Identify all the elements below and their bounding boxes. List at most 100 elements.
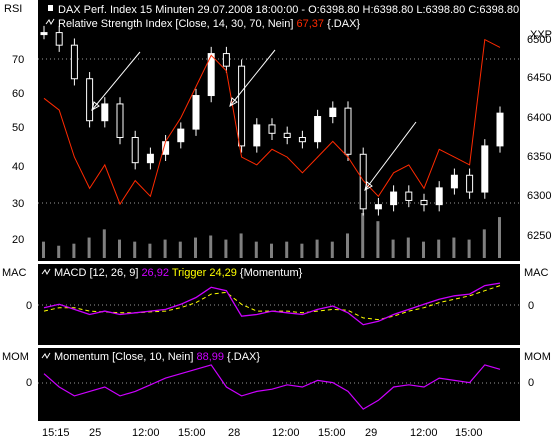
candle (450, 174, 458, 189)
candle (222, 53, 230, 67)
macd-zero-tick-left: 0 (26, 300, 32, 312)
volume-bar (87, 237, 91, 258)
momentum-header-label: Momentum [Close, 10, Nein] (54, 351, 196, 363)
volume-bar (270, 243, 273, 258)
annotation-arrows (91, 49, 417, 192)
volume-bar (406, 237, 410, 258)
rsi-axis-title: RSI (4, 3, 22, 15)
rsi-header-label: Relative Strength Index [Close, 14, 30, … (58, 18, 296, 30)
volume-bar (498, 217, 501, 258)
momentum-header-suffix: {.DAX} (224, 351, 260, 363)
price-header: DAX Perf. Index 15 Minuten 29.07.2008 18… (48, 4, 519, 16)
volume-bar (422, 241, 425, 258)
volume-bar (57, 245, 61, 258)
candle (298, 137, 306, 143)
momentum-header: Momentum [Close, 10, Nein] 88,99 {.DAX} (41, 351, 260, 363)
momentum-panel[interactable] (38, 348, 520, 421)
trigger-header-label: Trigger (169, 267, 209, 279)
rsi-header-text: Relative Strength Index [Close, 14, 30, … (58, 18, 360, 30)
volume-bar (330, 241, 334, 258)
volume-bar (437, 239, 441, 258)
volume-bar (376, 221, 380, 258)
candle (192, 95, 200, 130)
x-tick-label: 15:15 (42, 427, 70, 439)
macd-header: MACD [12, 26, 9] 26,92 Trigger 24,29 {Mo… (41, 267, 303, 279)
price-panel[interactable] (38, 0, 520, 261)
rsi-tick-label: 60 (12, 88, 24, 100)
volume-bar (452, 237, 456, 258)
candle (405, 191, 413, 201)
macd-header-value: 26,92 (141, 267, 169, 279)
price-tick-label: 6250 (527, 230, 551, 242)
volume-bar (254, 241, 258, 258)
macd-header-text: MACD [12, 26, 9] 26,92 Trigger 24,29 {Mo… (54, 267, 303, 279)
x-tick-label: 29 (365, 427, 377, 439)
candle (86, 78, 94, 122)
price-candles (40, 25, 504, 216)
volume-bar (148, 243, 152, 258)
price-axis-title: XXP (530, 29, 552, 41)
macd-axis-title-left: MAC (2, 267, 27, 279)
volume-bar (42, 241, 45, 258)
volume-bar (209, 235, 213, 258)
volume-bar (300, 243, 304, 258)
price-tick-label: 6500 (527, 34, 551, 46)
rsi-header-suffix: {.DAX} (324, 18, 360, 30)
x-axis: 15:15 25 12:00 15:00 28 12:00 15:00 29 1… (42, 427, 483, 439)
macd-header-suffix: {Momentum} (237, 267, 303, 279)
line-icon (45, 18, 55, 26)
volume-bars (42, 213, 501, 258)
candle (177, 128, 185, 143)
candle (268, 124, 276, 134)
macd-zero-tick-right: 0 (528, 300, 534, 312)
volume-bar (346, 233, 349, 258)
volume-bar (224, 239, 228, 258)
candle (390, 191, 398, 206)
candle (374, 204, 382, 210)
x-tick-label: 15:00 (455, 427, 483, 439)
macd-line (43, 282, 501, 326)
x-tick-label: 15:00 (318, 427, 346, 439)
volume-bar (467, 239, 471, 258)
candle (207, 53, 215, 97)
candle (116, 103, 124, 139)
candle (314, 116, 322, 143)
arrow-icon (91, 51, 141, 112)
candle (131, 137, 139, 164)
volume-bar (178, 241, 182, 258)
volume-bar (391, 239, 395, 258)
volume-bar (482, 229, 486, 258)
candle (496, 112, 504, 147)
momentum-zero-tick-right: 0 (528, 377, 534, 389)
momentum-header-text: Momentum [Close, 10, Nein] 88,99 {.DAX} (54, 351, 260, 363)
candle (420, 199, 428, 206)
volume-bar (315, 239, 319, 258)
rsi-tick-label: 20 (12, 234, 24, 246)
price-ticks: 6500 6450 6400 6350 6300 6250 (527, 34, 551, 242)
momentum-axis-title-left: MOM (2, 351, 29, 363)
x-tick-label: 25 (89, 427, 101, 439)
rsi-tick-label: 40 (12, 161, 24, 173)
candle (70, 44, 78, 80)
arrow-icon (229, 49, 276, 108)
momentum-axis-title-right: MOM (524, 351, 551, 363)
macd-axis-title-right: MAC (524, 267, 549, 279)
rsi-header: Relative Strength Index [Close, 14, 30, … (45, 18, 360, 30)
momentum-header-value: 88,99 (196, 351, 224, 363)
arrow-icon (364, 121, 417, 192)
candle (466, 174, 474, 193)
volume-bar (102, 229, 106, 258)
rsi-ticks: 70 60 50 40 30 20 (12, 54, 24, 246)
candle-icon (48, 5, 53, 11)
price-tick-label: 6300 (527, 190, 551, 202)
line-icon (41, 268, 51, 276)
candle (253, 124, 261, 147)
momentum-zero-tick-left: 0 (26, 377, 32, 389)
rsi-line (43, 38, 501, 206)
price-tick-label: 6350 (527, 151, 551, 163)
x-tick-label: 12:00 (132, 427, 160, 439)
price-header-text: DAX Perf. Index 15 Minuten 29.07.2008 18… (58, 4, 519, 16)
rsi-tick-label: 50 (12, 122, 24, 134)
rsi-header-value: 67,37 (296, 18, 324, 30)
